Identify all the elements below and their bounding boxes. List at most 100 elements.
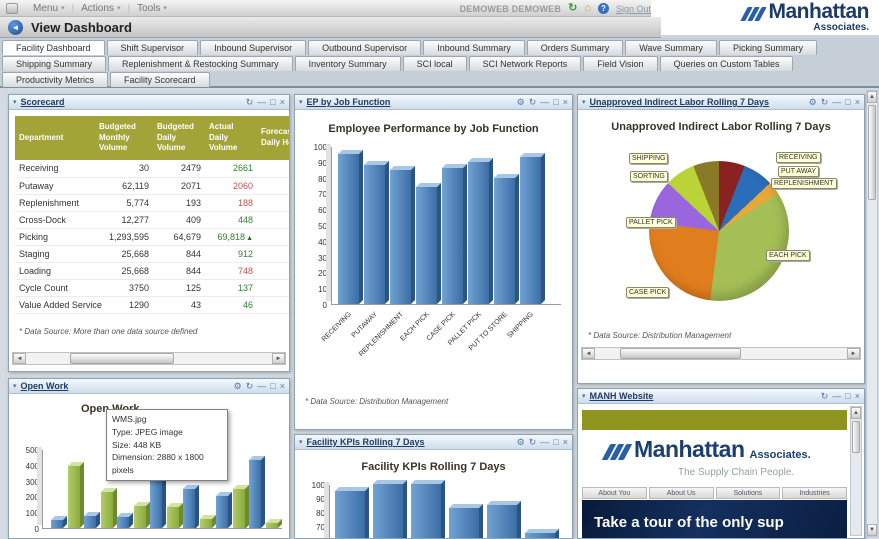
open-work-group — [216, 484, 249, 528]
close-icon[interactable]: × — [279, 96, 285, 107]
minimize-icon[interactable]: ― — [540, 436, 550, 447]
scroll-up-icon[interactable]: ▲ — [867, 91, 877, 103]
tab-replenishment-restocking-summary[interactable]: Replenishment & Restocking Summary — [108, 56, 293, 71]
collapse-icon[interactable]: ▾ — [582, 393, 586, 400]
panel-title[interactable]: Facility KPIs Rolling 7 Days — [306, 437, 425, 447]
collapse-icon[interactable]: ▾ — [299, 439, 303, 446]
refresh-icon[interactable]: ↻ — [820, 96, 829, 107]
close-icon[interactable]: × — [562, 436, 568, 447]
minimize-icon[interactable]: ― — [832, 390, 842, 401]
panel-title[interactable]: EP by Job Function — [306, 97, 391, 107]
maximize-icon[interactable]: □ — [270, 380, 276, 391]
help-icon[interactable]: ? — [597, 3, 609, 14]
refresh-icon[interactable]: ↻ — [245, 380, 254, 391]
scorecard-hscrollbar[interactable]: ◄ ► — [12, 352, 286, 365]
scroll-right-icon[interactable]: ► — [272, 353, 285, 364]
y-tick-label: 0 — [34, 525, 39, 534]
panel-title[interactable]: Unapproved Indirect Labor Rolling 7 Days — [589, 97, 770, 107]
scroll-thumb[interactable] — [852, 421, 860, 453]
main-vscrollbar[interactable]: ▲ ▼ — [866, 90, 878, 537]
tab-inbound-summary[interactable]: Inbound Summary — [423, 40, 525, 55]
scroll-thumb[interactable] — [868, 105, 876, 200]
tooltip-line: Type: JPEG image — [112, 426, 183, 437]
bar-top-face — [525, 529, 559, 533]
refresh-icon[interactable]: ↻ — [528, 96, 537, 107]
panel-title[interactable]: MANH Website — [589, 391, 654, 401]
maximize-icon[interactable]: □ — [553, 436, 559, 447]
tab-row-1: Facility Dashboard Shift Supervisor Inboun… — [2, 40, 879, 55]
tab-queries-on-custom-tables[interactable]: Queries on Custom Tables — [659, 56, 794, 71]
scroll-left-icon[interactable]: ◄ — [13, 353, 26, 364]
close-icon[interactable]: × — [854, 390, 860, 401]
refresh-icon[interactable]: ↻ — [820, 390, 829, 401]
tab-productivity-metrics[interactable]: Productivity Metrics — [2, 72, 109, 87]
tab-wave-summary[interactable]: Wave Summary — [625, 40, 717, 55]
settings-icon[interactable]: ⚙ — [233, 380, 242, 391]
refresh-icon[interactable]: ↻ — [528, 436, 537, 447]
logo-area: Manhattan Associates. — [651, 0, 879, 35]
tab-sci-local[interactable]: SCI local — [402, 56, 467, 71]
panel-title[interactable]: Open Work — [20, 381, 69, 391]
tab-inbound-supervisor[interactable]: Inbound Supervisor — [200, 40, 307, 55]
tab-picking-summary[interactable]: Picking Summary — [718, 40, 817, 55]
settings-icon[interactable]: ⚙ — [808, 96, 817, 107]
refresh-icon[interactable]: ↻ — [245, 96, 254, 107]
settings-icon[interactable]: ⚙ — [516, 436, 525, 447]
minimize-icon[interactable]: ― — [257, 380, 267, 391]
collapse-icon[interactable]: ▾ — [299, 99, 303, 106]
scroll-track[interactable] — [595, 348, 847, 359]
minimize-icon[interactable]: ― — [832, 96, 842, 107]
home-icon[interactable]: ⌂ — [584, 2, 591, 14]
settings-icon[interactable]: ⚙ — [516, 96, 525, 107]
cell-forecast-hours: 28 — [257, 245, 289, 263]
collapse-icon[interactable]: ▾ — [582, 99, 586, 106]
scroll-right-icon[interactable]: ► — [847, 348, 860, 359]
scroll-thumb[interactable] — [620, 348, 742, 359]
sign-out-link[interactable]: Sign Out — [615, 3, 651, 14]
tab-inventory-summary[interactable]: Inventory Summary — [294, 56, 401, 71]
minimize-icon[interactable]: ― — [540, 96, 550, 107]
ep-xlabel-shipping: SHIPPING — [505, 311, 535, 340]
minimize-icon[interactable]: ― — [257, 96, 267, 107]
tab-sci-network-reports[interactable]: SCI Network Reports — [468, 56, 582, 71]
back-icon[interactable]: ◄ — [8, 19, 23, 35]
tab-orders-summary[interactable]: Orders Summary — [526, 40, 624, 55]
website-nav-industries[interactable]: Industries — [782, 487, 847, 499]
panel-title[interactable]: Scorecard — [20, 97, 65, 107]
maximize-icon[interactable]: □ — [553, 96, 559, 107]
maximize-icon[interactable]: □ — [845, 96, 851, 107]
close-icon[interactable]: × — [562, 96, 568, 107]
scroll-left-icon[interactable]: ◄ — [582, 348, 595, 359]
scroll-up-icon[interactable]: ▲ — [851, 407, 861, 419]
close-icon[interactable]: × — [854, 96, 860, 107]
tab-field-vision[interactable]: Field Vision — [583, 56, 658, 71]
manhattan-logo-icon — [739, 7, 767, 21]
menu-menu[interactable]: Menu ▾ — [26, 3, 72, 14]
close-icon[interactable]: × — [279, 380, 285, 391]
tab-facility-scorecard[interactable]: Facility Scorecard — [110, 72, 210, 87]
tab-facility-dashboard[interactable]: Facility Dashboard — [2, 40, 105, 55]
maximize-icon[interactable]: □ — [270, 96, 276, 107]
website-nav-about-us[interactable]: About Us — [648, 487, 714, 499]
tab-shift-supervisor[interactable]: Shift Supervisor — [106, 40, 199, 55]
maximize-icon[interactable]: □ — [845, 390, 851, 401]
website-vscrollbar[interactable]: ▲ — [850, 406, 862, 536]
scroll-down-icon[interactable]: ▼ — [867, 524, 877, 536]
website-nav-about-you[interactable]: About You — [582, 487, 647, 499]
panel-controls: ⚙ ↻ ― □ × — [233, 380, 285, 391]
scroll-track[interactable] — [26, 353, 272, 364]
menu-tools[interactable]: Tools ▾ — [130, 3, 174, 14]
menu-actions[interactable]: Actions ▾ — [74, 3, 127, 14]
website-nav-solutions[interactable]: Solutions — [715, 487, 781, 499]
scroll-thumb[interactable] — [70, 353, 174, 364]
refresh-icon[interactable]: ↻ — [568, 2, 578, 14]
pie-hscrollbar[interactable]: ◄ ► — [581, 347, 861, 360]
cell-budgeted-monthly: 62,119 — [95, 177, 153, 195]
tab-shipping-summary[interactable]: Shipping Summary — [2, 56, 107, 71]
cell-budgeted-daily: 64,679 — [153, 228, 205, 246]
collapse-icon[interactable]: ▾ — [13, 383, 17, 390]
collapse-icon[interactable]: ▾ — [13, 99, 17, 106]
tab-outbound-supervisor[interactable]: Outbound Supervisor — [308, 40, 422, 55]
